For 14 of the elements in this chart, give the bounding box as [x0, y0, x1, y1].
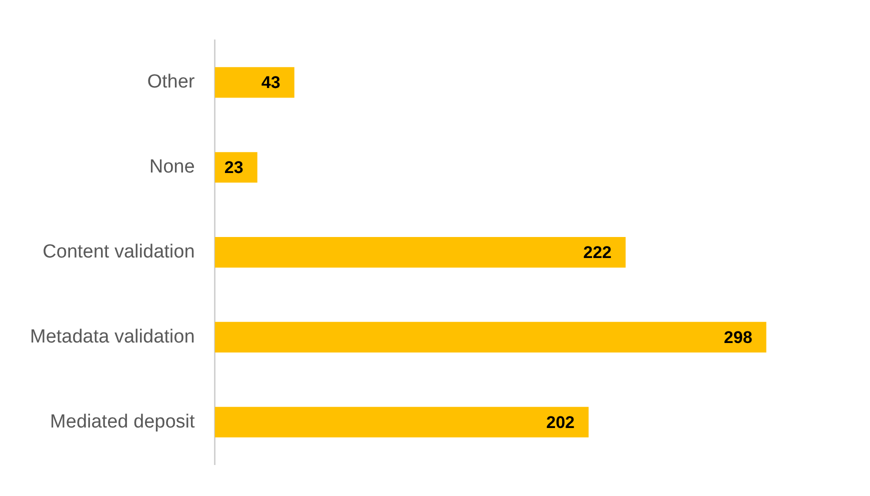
bar: [214, 67, 294, 98]
y-tick-label: None: [149, 156, 195, 178]
data-label: 202: [546, 412, 575, 432]
y-tick-label: Content validation: [42, 242, 195, 263]
bar: [214, 322, 766, 353]
data-label: 298: [724, 328, 752, 347]
bar: [214, 237, 626, 268]
data-label: 222: [583, 242, 612, 262]
data-label: 23: [224, 158, 244, 178]
y-tick-label: Mediated deposit: [50, 411, 196, 432]
bar: [214, 406, 589, 438]
y-tick-label: Metadata validation: [30, 326, 195, 348]
y-tick-label: Other: [147, 72, 196, 93]
data-label: 43: [261, 73, 280, 92]
